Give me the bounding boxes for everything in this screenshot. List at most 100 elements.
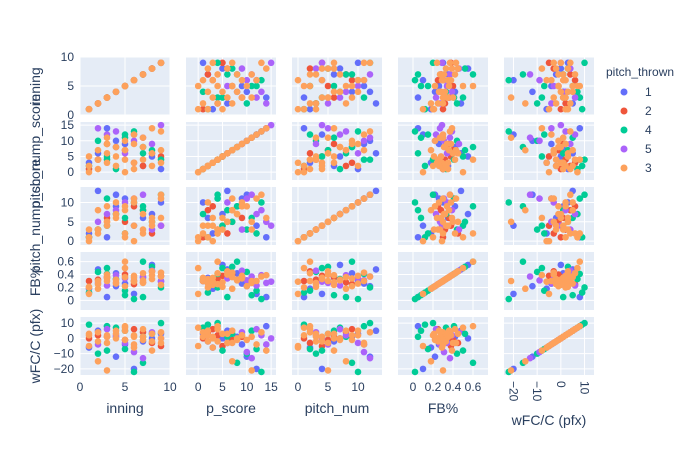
point-series-3[interactable] [342,146,350,154]
point-series-3[interactable] [148,330,156,338]
point-series-3[interactable] [354,199,362,206]
point-series-3[interactable] [330,65,338,72]
point-series-3[interactable] [306,258,314,265]
point-series-3[interactable] [522,285,529,293]
point-series-4[interactable] [417,327,425,335]
point-series-4[interactable] [417,214,425,222]
point-series-3[interactable] [214,82,221,90]
point-series-3[interactable] [448,65,456,72]
point-series-4[interactable] [414,206,422,214]
point-series-3[interactable] [214,258,221,265]
point-series-4[interactable] [461,330,469,338]
point-series-3[interactable] [112,327,120,335]
point-series-3[interactable] [228,269,236,276]
point-series-3[interactable] [209,159,217,167]
point-series-4[interactable] [342,293,350,301]
point-series-3[interactable] [564,330,572,338]
point-series-5[interactable] [103,325,111,333]
point-series-2[interactable] [139,162,147,170]
point-series-3[interactable] [243,82,251,90]
point-series-3[interactable] [522,146,529,154]
point-series-3[interactable] [342,357,350,365]
point-series-4[interactable] [248,291,255,299]
point-series-5[interactable] [103,282,111,289]
point-series-3[interactable] [228,59,236,67]
point-series-3[interactable] [248,134,255,141]
point-series-3[interactable] [157,328,165,336]
point-series-5[interactable] [94,124,102,132]
point-series-3[interactable] [441,88,449,96]
point-series-3[interactable] [219,153,226,160]
point-series-3[interactable] [557,59,565,67]
point-series-3[interactable] [262,65,270,72]
point-series-3[interactable] [157,269,165,276]
point-series-3[interactable] [194,342,202,350]
point-series-3[interactable] [85,330,93,338]
point-series-5[interactable] [526,134,534,141]
point-series-3[interactable] [112,280,120,287]
point-series-3[interactable] [233,336,241,344]
point-series-4[interactable] [559,150,567,157]
point-series-4[interactable] [424,131,432,138]
point-series-4[interactable] [258,76,265,84]
point-series-3[interactable] [548,76,555,84]
point-series-3[interactable] [148,124,156,132]
point-series-4[interactable] [306,345,314,353]
point-series-3[interactable] [103,218,111,226]
point-series-1[interactable] [372,150,380,157]
point-series-5[interactable] [267,335,275,342]
point-series-4[interactable] [505,295,513,303]
point-series-4[interactable] [453,350,461,357]
point-series-4[interactable] [533,100,541,107]
point-series-4[interactable] [306,131,314,138]
point-series-3[interactable] [569,206,576,214]
point-series-2[interactable] [342,278,350,286]
point-series-3[interactable] [430,226,438,233]
point-series-1[interactable] [224,187,231,195]
point-series-3[interactable] [199,165,207,173]
point-series-1[interactable] [318,365,326,373]
point-series-4[interactable] [411,128,419,135]
point-series-3[interactable] [94,146,102,154]
point-series-3[interactable] [348,336,356,344]
point-series-3[interactable] [121,230,129,237]
point-series-4[interactable] [366,319,374,327]
point-series-4[interactable] [578,162,586,170]
point-series-3[interactable] [199,100,207,107]
point-series-4[interactable] [130,295,138,303]
point-series-4[interactable] [253,230,260,237]
point-series-2[interactable] [224,230,231,237]
point-series-5[interactable] [94,218,102,226]
point-series-3[interactable] [121,146,129,154]
point-series-3[interactable] [348,140,356,148]
point-series-3[interactable] [148,162,156,170]
point-series-3[interactable] [569,162,576,170]
point-series-4[interactable] [253,287,260,294]
point-series-3[interactable] [448,214,456,222]
point-series-3[interactable] [148,214,156,222]
point-series-5[interactable] [342,88,350,96]
point-series-1[interactable] [336,153,344,160]
point-series-4[interactable] [459,347,467,354]
point-series-3[interactable] [94,226,102,233]
point-series-3[interactable] [360,59,368,67]
point-series-5[interactable] [224,199,231,206]
point-series-3[interactable] [306,82,314,90]
point-series-3[interactable] [451,230,459,237]
point-series-2[interactable] [85,277,93,285]
point-series-3[interactable] [253,195,260,202]
point-series-3[interactable] [559,76,567,84]
point-series-3[interactable] [354,272,362,280]
point-series-3[interactable] [130,165,138,173]
point-series-5[interactable] [312,65,320,72]
point-series-3[interactable] [564,226,572,233]
point-series-3[interactable] [94,165,102,173]
point-series-3[interactable] [429,233,437,241]
point-series-3[interactable] [204,88,212,96]
point-series-3[interactable] [103,277,111,285]
point-series-3[interactable] [312,283,320,291]
point-series-3[interactable] [550,146,558,154]
point-series-3[interactable] [336,336,344,344]
point-series-4[interactable] [243,100,251,107]
point-series-4[interactable] [130,368,138,376]
